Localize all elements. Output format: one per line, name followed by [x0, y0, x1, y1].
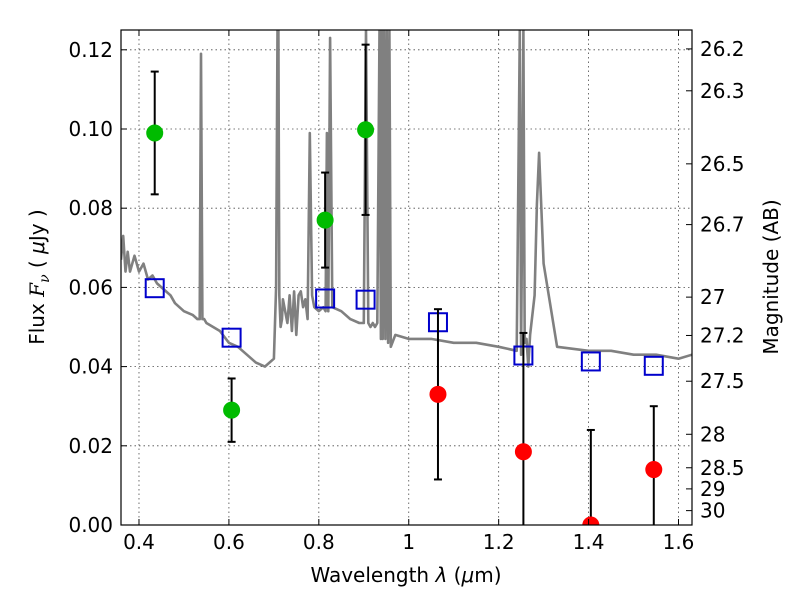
upper-limit-marker — [582, 516, 600, 525]
detection-marker — [357, 121, 375, 139]
mag-tick-label: 27.5 — [700, 369, 745, 393]
detection-marker — [223, 401, 241, 419]
model-photometry-marker — [144, 278, 165, 299]
x-tick-label: 1.4 — [573, 530, 605, 554]
data-layer — [121, 30, 692, 525]
mag-tick-label: 27.2 — [700, 323, 745, 347]
model-photometry-marker — [315, 288, 336, 309]
mag-tick-label: 26.7 — [700, 213, 745, 237]
x-axis-title: Wavelength λ (μm) — [310, 563, 501, 587]
detection-marker — [316, 211, 334, 229]
model-photometry-marker — [580, 351, 601, 372]
plot-frame — [120, 29, 693, 526]
upper-limit-marker — [429, 385, 447, 403]
mag-tick-label: 30 — [700, 499, 725, 523]
x-tick-label: 0.4 — [123, 530, 155, 554]
mag-tick-label: 29 — [700, 477, 725, 501]
model-photometry-marker — [643, 355, 664, 376]
detection-marker — [146, 124, 164, 142]
model-spectrum-line — [121, 30, 692, 368]
y-tick-label: 0.10 — [68, 117, 113, 141]
mag-tick-label: 28.5 — [700, 456, 745, 480]
grid-layer — [121, 30, 692, 526]
tick-layer: 0.4 0.6 0.8 1 1.2 1.4 1.6 0.00 0.02 0.04 0.06 0.08 0… — [68, 30, 745, 554]
x-tick-label: 1.2 — [483, 530, 515, 554]
model-photometry-marker — [355, 289, 376, 310]
x-tick-label: 0.8 — [303, 530, 335, 554]
x-tick-label: 0.6 — [213, 530, 245, 554]
x-tick-label: 1.6 — [663, 530, 695, 554]
model-photometry-marker — [221, 327, 242, 348]
y2-axis-title: Magnitude (AB) — [759, 199, 783, 354]
y-tick-label: 0.00 — [68, 513, 113, 537]
mag-tick-label: 26.5 — [700, 152, 745, 176]
y-tick-label: 0.08 — [68, 196, 113, 220]
y-axis-title: Flux Fν ( μJy ) — [25, 209, 53, 345]
mag-tick-label: 26.2 — [700, 37, 745, 61]
y-tick-label: 0.06 — [68, 275, 113, 299]
mag-tick-label: 26.3 — [700, 79, 745, 103]
y-tick-label: 0.12 — [68, 38, 113, 62]
upper-limit-marker — [514, 443, 532, 461]
mag-tick-label: 28 — [700, 422, 725, 446]
upper-limit-marker — [645, 461, 663, 479]
y-tick-label: 0.04 — [68, 355, 113, 379]
x-tick-label: 1 — [402, 530, 415, 554]
y-tick-label: 0.02 — [68, 434, 113, 458]
mag-tick-label: 27 — [700, 285, 725, 309]
